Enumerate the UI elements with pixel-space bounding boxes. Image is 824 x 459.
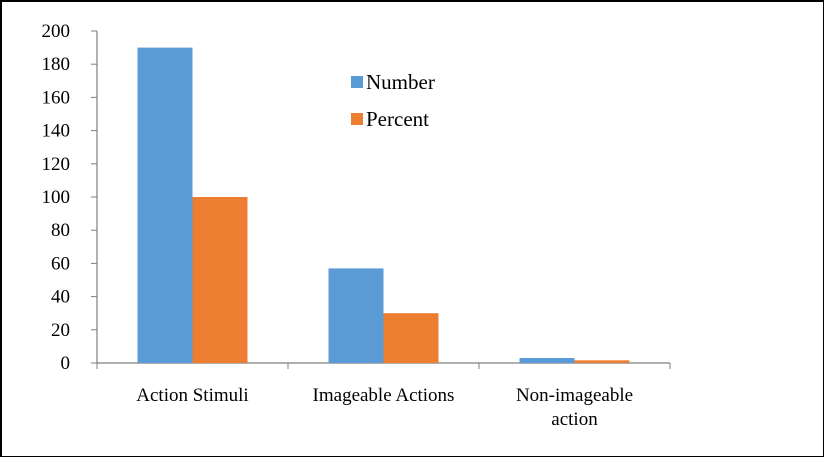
y-tick-label: 0 [61,353,71,374]
x-category-label: Imageable Actions [313,385,455,406]
bar-number-1 [328,268,384,363]
y-tick-label: 180 [42,54,71,75]
bar-percent-1 [383,313,439,363]
x-category-label: Non-imageable [516,385,633,406]
legend-label-percent: Percent [366,107,429,131]
labels: 0 20 40 60 80 100 120 140 160 180 200 Action Stimul… [42,21,634,430]
bars [137,47,630,363]
legend: Number Percent [351,70,435,131]
y-tick-label: 200 [42,21,71,42]
x-category-label: action [551,409,598,430]
bar-percent-2 [574,360,630,363]
bar-number-0 [137,47,193,363]
y-tick-label: 120 [42,154,71,175]
y-tick-label: 140 [42,121,71,142]
y-tick-label: 60 [51,253,70,274]
legend-swatch-number [351,76,363,88]
legend-swatch-percent [351,113,363,125]
y-tick-label: 80 [51,220,70,241]
y-tick-label: 160 [42,87,71,108]
bar-percent-0 [192,197,248,363]
x-category-label: Action Stimuli [136,385,248,406]
y-tick-label: 100 [42,187,71,208]
y-tick-label: 20 [51,320,70,341]
legend-label-number: Number [366,70,435,94]
y-tick-label: 40 [51,287,70,308]
bar-number-2 [519,358,575,363]
